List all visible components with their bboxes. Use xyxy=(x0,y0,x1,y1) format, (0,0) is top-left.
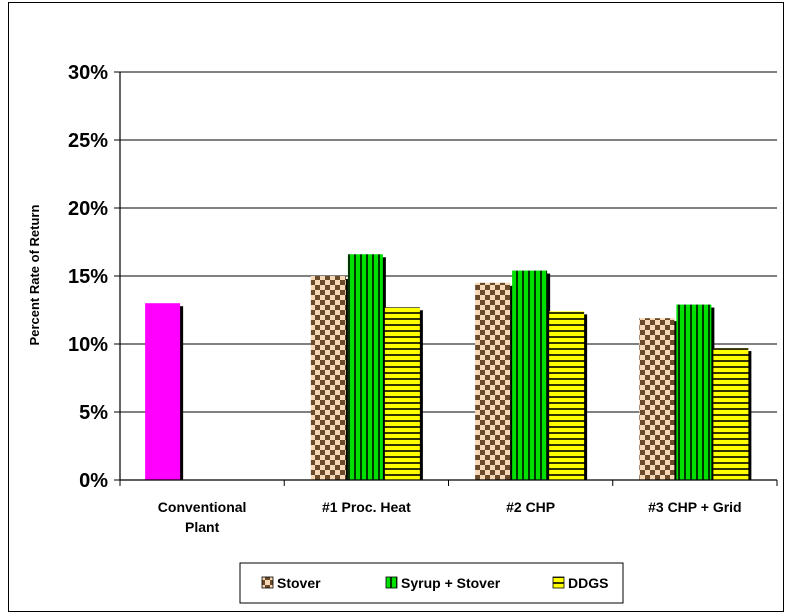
x-tick-label: #2 CHP xyxy=(506,499,555,515)
bar-syrup-stover xyxy=(676,304,712,480)
bar-conventional-plant xyxy=(145,303,181,480)
y-tick-label: 30% xyxy=(68,62,108,84)
y-tick-label: 10% xyxy=(68,334,108,356)
x-tick-label: Plant xyxy=(185,519,220,535)
x-tick-label: Conventional xyxy=(158,499,247,515)
bar-stover xyxy=(475,282,511,480)
legend: Stover Syrup + Stover DDGS xyxy=(239,562,624,604)
y-tick-label: 25% xyxy=(68,130,108,152)
x-tick-label: #1 Proc. Heat xyxy=(322,499,411,515)
bar-syrup-stover xyxy=(512,270,548,480)
bar-stover xyxy=(639,318,675,480)
bar-ddgs xyxy=(549,311,585,480)
x-tick-label: #3 CHP + Grid xyxy=(648,499,742,515)
chart-frame xyxy=(8,2,784,612)
bar-stover xyxy=(310,276,346,480)
legend-swatch-ddgs xyxy=(552,576,565,589)
legend-label-syrup-stover: Syrup + Stover xyxy=(401,575,501,591)
bar-ddgs xyxy=(384,307,420,480)
bar-ddgs xyxy=(713,348,749,480)
legend-label-stover: Stover xyxy=(277,575,321,591)
bar-syrup-stover xyxy=(347,254,383,480)
legend-swatch-syrup-stover xyxy=(385,576,398,589)
y-tick-label: 5% xyxy=(79,402,108,424)
legend-swatch-stover xyxy=(261,576,274,589)
y-tick-label: 15% xyxy=(68,266,108,288)
y-tick-label: 0% xyxy=(79,470,108,492)
legend-label-ddgs: DDGS xyxy=(568,575,608,591)
y-axis-title: Percent Rate of Return xyxy=(27,205,42,346)
y-tick-label: 20% xyxy=(68,198,108,220)
